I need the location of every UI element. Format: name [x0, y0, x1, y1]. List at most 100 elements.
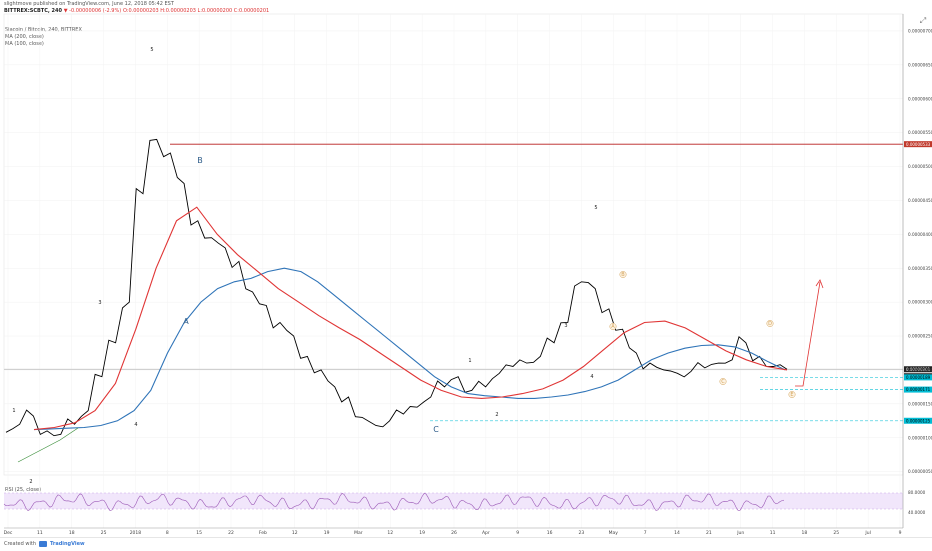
price-tag — [904, 417, 932, 424]
ohlc-values: O:0.00000203 H:0.00000203 L:0.00000200 C… — [122, 8, 270, 14]
y-tick-label: 0.00000300 — [908, 300, 932, 305]
x-tick-label: 18 — [69, 530, 75, 536]
x-tick-label: 21 — [706, 530, 712, 536]
x-tick-label: 9 — [516, 530, 519, 536]
tradingview-brand[interactable]: TradingView — [50, 541, 85, 547]
y-tick-label: 0.00000150 — [908, 401, 932, 406]
axes: 0.00000700 0.00000650 0.00000600 0.00000550… — [4, 14, 932, 536]
price-tag-label: 0.00000171 — [906, 387, 931, 392]
y-tick-label: 0.00000250 — [908, 334, 932, 339]
x-tick-label: 11 — [770, 530, 776, 536]
tradingview-logo-icon — [39, 541, 47, 547]
x-tick-label: Dec — [4, 530, 13, 536]
wave-label: B — [197, 156, 203, 165]
x-tick-label: 16 — [547, 530, 553, 536]
horizontal-lines: 0.000005330.0000020101:17:360.000001890.… — [4, 141, 932, 424]
y-tick-label: 0.00000650 — [908, 62, 932, 67]
price-tag — [904, 366, 932, 373]
rsi-tick-label: 40.0000 — [908, 510, 926, 515]
grid — [3, 13, 904, 528]
legend-rsi: RSI (25, close) — [5, 487, 42, 493]
footer: Created with TradingView — [0, 537, 932, 551]
x-tick-label: 8 — [166, 530, 169, 536]
x-tick-label: 15 — [196, 530, 202, 536]
publish-info: slightmove published on TradingView.com,… — [4, 1, 174, 7]
x-tick-label: May — [609, 530, 619, 536]
x-tick-label: 7 — [644, 530, 647, 536]
wave-label-bubble — [719, 378, 727, 385]
wave-label: 2 — [495, 412, 498, 418]
series-line — [33, 267, 786, 431]
y-tick-label: 0.00000700 — [908, 29, 932, 34]
symbol-ohlc-line: BITTREX:SCBTC, 240 ▼ -0.00000006 (-2.9%)… — [4, 8, 269, 15]
price-tag-label: 0.00000125 — [906, 418, 931, 423]
x-tick-label: 14 — [674, 530, 680, 536]
x-tick-label: 9 — [899, 530, 902, 536]
rsi-tick-label: 80.0000 — [908, 490, 926, 495]
rsi-line — [3, 493, 785, 511]
x-tick-label: 12 — [387, 530, 393, 536]
arrow-head-icon — [815, 279, 824, 289]
wave-label: 4 — [590, 374, 593, 380]
wave-line — [17, 427, 79, 463]
fullscreen-icon[interactable]: ⤢ — [919, 16, 927, 25]
wave-label-bubble — [766, 320, 774, 327]
wave-label: 5 — [150, 47, 153, 53]
price-chart: 80.000040.0000 0.000005330.0000020101:17… — [3, 13, 932, 536]
x-tick-label: 2018 — [130, 530, 142, 536]
x-tick-label: Mar — [354, 530, 363, 536]
wave-label: A — [611, 324, 615, 330]
y-tick-label: 0.00000400 — [908, 232, 932, 237]
x-tick-label: Apr — [482, 530, 490, 536]
x-tick-label: Jul — [864, 530, 870, 536]
wave-label: 5 — [594, 205, 597, 211]
legend-ma-200: MA (200, close) — [5, 34, 44, 40]
wave-label-bubble — [788, 391, 796, 398]
y-tick-label: 0.00000100 — [908, 435, 932, 440]
price-tag-label: 0.00000201 — [906, 367, 931, 372]
plot-frame — [3, 13, 904, 476]
wave-label: 1 — [12, 408, 15, 414]
wave-label-bubble — [609, 323, 617, 330]
wave-label: E — [790, 392, 793, 398]
wave-label: 3 — [98, 300, 101, 306]
wave-label: 1 — [468, 358, 471, 364]
y-tick-label: 0.00000350 — [908, 266, 932, 271]
x-tick-label: 25 — [101, 530, 107, 536]
wave-label: B — [621, 272, 625, 278]
price-tag — [904, 141, 932, 148]
projection-arrow — [795, 281, 821, 387]
rsi-panel: 80.0000 40.0000 — [3, 490, 926, 515]
x-tick-label: 12 — [292, 530, 298, 536]
price-tag-label: 0.00000189 — [906, 375, 931, 380]
wave-label: A — [183, 317, 189, 326]
chart-title: Siacoin / Bitcoin, 240, BITTREX — [5, 27, 82, 33]
x-tick-label: 11 — [37, 530, 43, 536]
created-with-label: Created with — [4, 541, 36, 547]
x-tick-label: 23 — [579, 530, 585, 536]
y-tick-label: 0.00000050 — [908, 469, 932, 474]
y-tick-label: 0.00000450 — [908, 198, 932, 203]
y-tick-label: 0.00000600 — [908, 96, 932, 101]
x-tick-label: Jun — [736, 530, 744, 536]
series-line — [5, 138, 788, 437]
price-change: ▼ -0.00000006 (-2.9%) — [63, 8, 122, 14]
symbol-pair: BITTREX:SCBTC, 240 — [4, 8, 62, 14]
wave-annotations: 5 B 3 4 1 2 A C 1 2 3 4 5 B A C D E — [12, 47, 824, 485]
y-tick-label: 0.00000500 — [908, 164, 932, 169]
y-tick-label: 0.00000200 — [908, 368, 932, 373]
x-tick-label: 25 — [833, 530, 839, 536]
wave-label: C — [721, 379, 725, 385]
y-tick-label: 0.00000550 — [908, 130, 932, 135]
x-tick-label: 18 — [802, 530, 808, 536]
series-lines — [5, 138, 788, 437]
wave-label: 2 — [29, 479, 32, 485]
wave-label: D — [768, 321, 772, 327]
x-tick-label: Feb — [259, 530, 267, 536]
wave-label-bubble — [619, 271, 627, 278]
x-tick-label: 26 — [451, 530, 457, 536]
wave-label: 4 — [134, 422, 137, 428]
legend-ma-100: MA (100, close) — [5, 41, 44, 47]
wave-label: C — [433, 425, 439, 434]
rsi-band — [4, 493, 903, 509]
